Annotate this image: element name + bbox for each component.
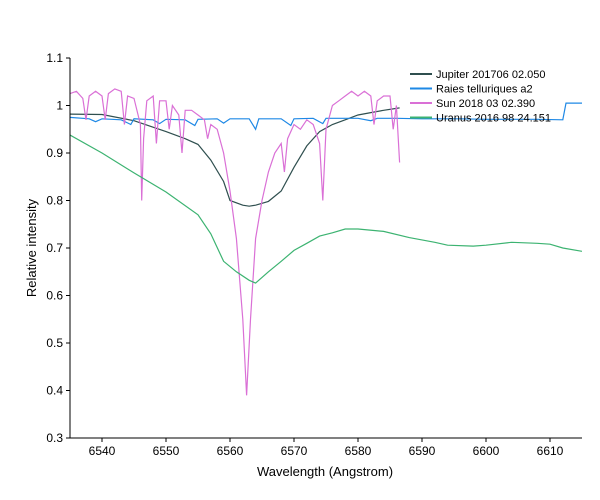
y-tick-label: 0.6 [46, 289, 63, 303]
series-line-4 [70, 134, 582, 284]
x-tick-label: 6550 [153, 444, 180, 458]
legend-label: Uranus 2016 98 24.151 [436, 113, 551, 125]
y-tick-label: 0.9 [46, 146, 63, 160]
series-layer [70, 88, 582, 396]
y-tick-label: 0.8 [46, 194, 63, 208]
x-tick-label: 6600 [473, 444, 500, 458]
x-tick-label: 6590 [409, 444, 436, 458]
x-tick-label: 6610 [537, 444, 564, 458]
x-tick-label: 6570 [281, 444, 308, 458]
legend: Jupiter 201706 02.050 Raies telluriques a… [410, 69, 551, 125]
y-tick-label: 0.4 [46, 384, 63, 398]
y-tick-label: 0.5 [46, 336, 63, 350]
y-tick-label: 0.3 [46, 431, 63, 445]
x-tick-label: 6580 [345, 444, 372, 458]
legend-label: Jupiter 201706 02.050 [436, 69, 545, 81]
y-axis-label: Relative intensity [24, 198, 39, 297]
series-line-3 [70, 88, 401, 396]
y-tick-label: 1 [56, 99, 63, 113]
x-axis-label: Wavelength (Angstrom) [257, 464, 393, 479]
y-tick-label: 0.7 [46, 241, 63, 255]
legend-label: Sun 2018 03 02.390 [436, 98, 535, 110]
x-tick-label: 6560 [217, 444, 244, 458]
series-line-2 [70, 102, 582, 131]
x-tick-label: 6540 [89, 444, 116, 458]
legend-label: Raies telluriques a2 [436, 84, 533, 96]
y-tick-label: 1.1 [46, 51, 63, 65]
ticks-layer: 6540 6550 6560 6570 6580 6590 6600 6610 0.3 0.4 0.… [46, 51, 563, 458]
